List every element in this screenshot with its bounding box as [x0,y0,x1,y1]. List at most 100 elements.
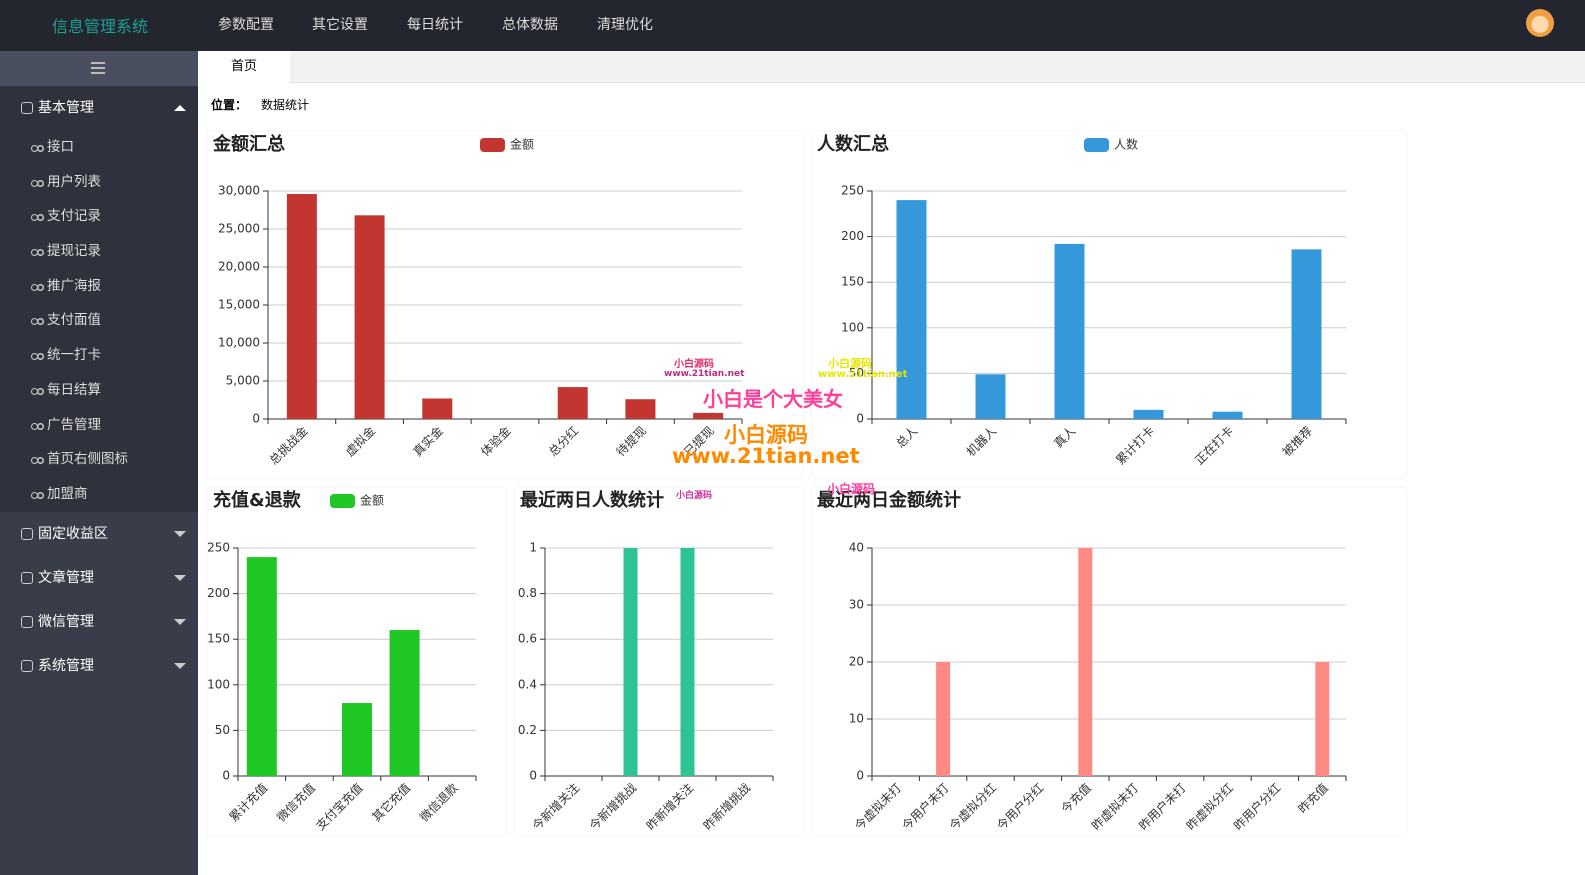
bar [246,557,277,776]
x-tick-label: 今充值 [1058,780,1094,816]
x-tick-label: 其它充值 [369,780,414,825]
x-tick-label: 昨新增挑战 [700,780,753,833]
menu-group[interactable]: 固定收益区 [0,512,198,556]
nav-item[interactable]: 总体数据 [502,17,558,33]
bar [422,398,453,419]
chart-title: 最近两日金额统计 [817,489,961,511]
chart-title: 金额汇总 [212,133,285,155]
menu-item[interactable]: 加盟商 [0,476,198,512]
menu-item[interactable]: 接口 [0,130,198,165]
watermark: 小白源码 [724,423,808,447]
y-tick-label: 0 [252,412,260,426]
avatar[interactable] [1526,9,1554,37]
legend-label: 金额 [360,493,384,508]
brand[interactable]: 信息管理系统 [52,17,149,36]
menu-group[interactable]: 系统管理 [0,644,198,688]
bar [625,399,656,419]
x-tick-label: 今用户未打 [899,780,952,833]
y-tick-label: 50 [849,366,864,380]
x-tick-label: 昨虚拟未打 [1089,781,1141,833]
y-tick-label: 15,000 [218,298,260,312]
y-tick-label: 250 [841,184,864,198]
chart: 人数汇总 0 50 100 150 200 250 总人 机器人 真人 累计打卡 正在打卡 被推荐 人数 [817,133,1347,468]
bar [286,194,317,419]
watermark: 小白源码 [827,482,876,496]
x-tick-label: 机器人 [964,424,999,459]
legend-label: 人数 [1114,137,1138,152]
bar [557,387,588,419]
y-tick-label: 0.4 [518,677,537,691]
y-tick-label: 10,000 [218,336,260,350]
menu-item[interactable]: 每日结算 [0,372,198,408]
watermark: www.21tian.net [672,444,860,468]
chart-panel: 最近两日人数统计 0 0.2 0.4 0.6 0.8 1 今新增关注 今新增挑战 昨新增关注 昨新增… [515,488,802,835]
menu-item[interactable]: 广告管理 [0,407,198,443]
nav-item[interactable]: 参数配置 [218,17,274,33]
nav-item[interactable]: 清理优化 [597,17,653,33]
menu-item[interactable]: 用户列表 [0,164,198,200]
bar [693,412,724,419]
y-tick-label: 30,000 [218,184,260,198]
x-tick-label: 待提现 [613,423,649,459]
menu-group[interactable]: 微信管理 [0,600,198,644]
y-tick-label: 1 [529,541,537,555]
y-tick-label: 25,000 [218,222,260,236]
y-tick-label: 50 [215,723,230,737]
x-tick-label: 被推荐 [1280,424,1315,459]
x-tick-label: 总分红 [545,423,581,459]
x-tick-label: 真人 [1051,424,1078,451]
x-tick-label: 昨虚拟分红 [1183,780,1236,833]
bar [342,703,372,776]
x-tick-label: 微信充值 [273,780,318,825]
chart-panel: 金额汇总 0 5,000 10,000 15,000 20,000 25,000 30,000… [208,132,802,478]
sidebar: 基本管理 接口 用户列表 支付记录 提现记录 推广海报 支付面值 统一打卡 每日结算 广告管理 首页… [0,51,198,875]
bar [389,630,420,776]
bar [1133,409,1164,419]
menu-group[interactable]: 文章管理 [0,556,198,600]
bar [1212,411,1243,419]
x-tick-label: 今用户分红 [993,780,1046,833]
x-tick-label: 今虚拟未打 [851,780,904,833]
menu-item[interactable]: 首页右侧图标 [0,442,198,477]
bar [1315,662,1330,776]
y-tick-label: 0 [856,769,864,783]
y-tick-label: 0.2 [518,723,537,737]
menu-item[interactable]: 支付面值 [0,303,198,339]
menu-item[interactable]: 支付记录 [0,199,198,235]
watermark: 小白源码 [676,491,713,501]
x-tick-label: 总人 [893,424,920,451]
chart-panel: 人数汇总 0 50 100 150 200 250 总人 机器人 真人 累计打卡 正在打卡 被推荐 人数 [812,132,1406,478]
nav-item[interactable]: 每日统计 [407,17,463,33]
y-tick-label: 40 [849,541,864,555]
bar [623,548,638,776]
x-tick-label: 虚拟金 [342,423,378,459]
menu: 基本管理 接口 用户列表 支付记录 提现记录 推广海报 支付面值 统一打卡 每日结算 广告管理 首页… [0,86,198,688]
menu-group[interactable]: 基本管理 [0,86,198,130]
x-tick-label: 昨用户分红 [1230,780,1283,833]
y-tick-label: 200 [208,586,230,600]
y-tick-label: 200 [841,229,864,243]
y-tick-label: 0.8 [518,586,537,600]
tab-bar: 首页 [198,51,1585,83]
nav-item[interactable]: 其它设置 [312,17,368,33]
x-tick-label: 今新增关注 [529,780,582,833]
menu-item[interactable]: 推广海报 [0,268,198,304]
bar [1078,548,1093,776]
breadcrumb-value: 数据统计 [261,98,310,112]
chart: 金额汇总 0 5,000 10,000 15,000 20,000 25,000 30,000… [212,133,743,468]
breadcrumb: 位置： 数据统计 [211,96,309,113]
bar [354,215,385,419]
x-tick-label: 体验金 [478,423,514,459]
y-tick-label: 10 [849,712,864,726]
menu-item[interactable]: 提现记录 [0,234,198,269]
x-tick-label: 昨充值 [1295,780,1331,816]
chart-panel: 充值&退款 0 50 100 150 200 250 累计充值 微信充值 支付宝充值 其它充值 微信退… [208,488,505,835]
chart-title: 人数汇总 [817,133,889,155]
x-tick-label: 昨新增关注 [643,780,696,833]
menu-item[interactable]: 统一打卡 [0,338,198,373]
fold-button[interactable] [0,51,198,86]
x-tick-label: 昨用户未打 [1136,780,1189,833]
tab[interactable]: 首页 [198,51,290,83]
